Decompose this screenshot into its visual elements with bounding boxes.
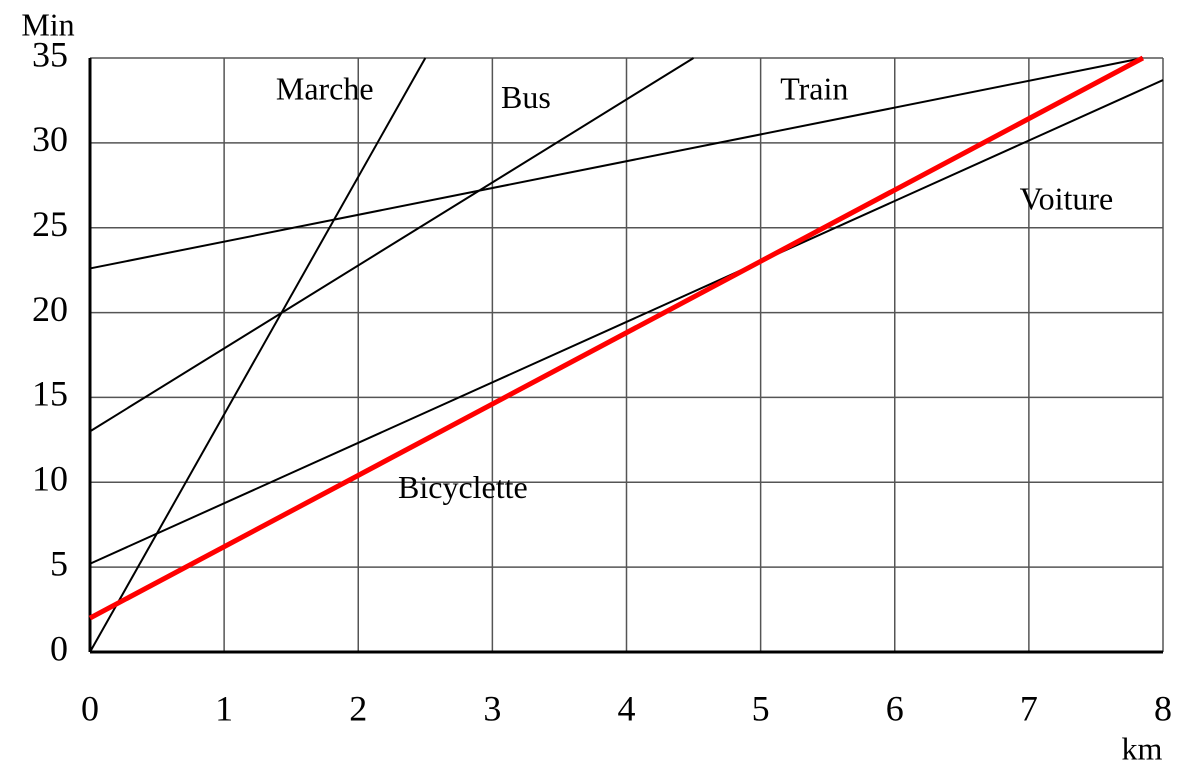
y-tick-label: 25 bbox=[32, 204, 68, 244]
line-label: Bicyclette bbox=[398, 469, 528, 505]
x-tick-label: 4 bbox=[618, 688, 636, 728]
line bbox=[89, 79, 1164, 565]
x-tick-label: 2 bbox=[349, 688, 367, 728]
x-tick-label: 8 bbox=[1154, 688, 1172, 728]
y-tick-label: 35 bbox=[32, 34, 68, 74]
line bbox=[89, 57, 695, 433]
x-tick-label: 6 bbox=[886, 688, 904, 728]
line-label: Marche bbox=[276, 70, 374, 106]
y-tick-label: 30 bbox=[32, 119, 68, 159]
x-tick-label: 3 bbox=[483, 688, 501, 728]
x-axis-label: km bbox=[1122, 730, 1163, 766]
line bbox=[88, 55, 1145, 621]
x-tick-label: 5 bbox=[752, 688, 770, 728]
y-tick-label: 20 bbox=[32, 289, 68, 329]
line-label: Train bbox=[780, 70, 848, 106]
y-tick-label: 15 bbox=[32, 374, 68, 414]
y-tick-label: 5 bbox=[50, 543, 68, 583]
x-tick-label: 7 bbox=[1020, 688, 1038, 728]
y-tick-label: 10 bbox=[32, 459, 68, 499]
line-label: Bus bbox=[501, 79, 551, 115]
y-axis-label: Min bbox=[21, 6, 74, 42]
line bbox=[89, 57, 427, 653]
line bbox=[89, 57, 1144, 270]
line-label: Voiture bbox=[1020, 181, 1114, 217]
x-tick-label: 1 bbox=[215, 688, 233, 728]
y-tick-label: 0 bbox=[50, 628, 68, 668]
x-tick-label: 0 bbox=[81, 688, 99, 728]
